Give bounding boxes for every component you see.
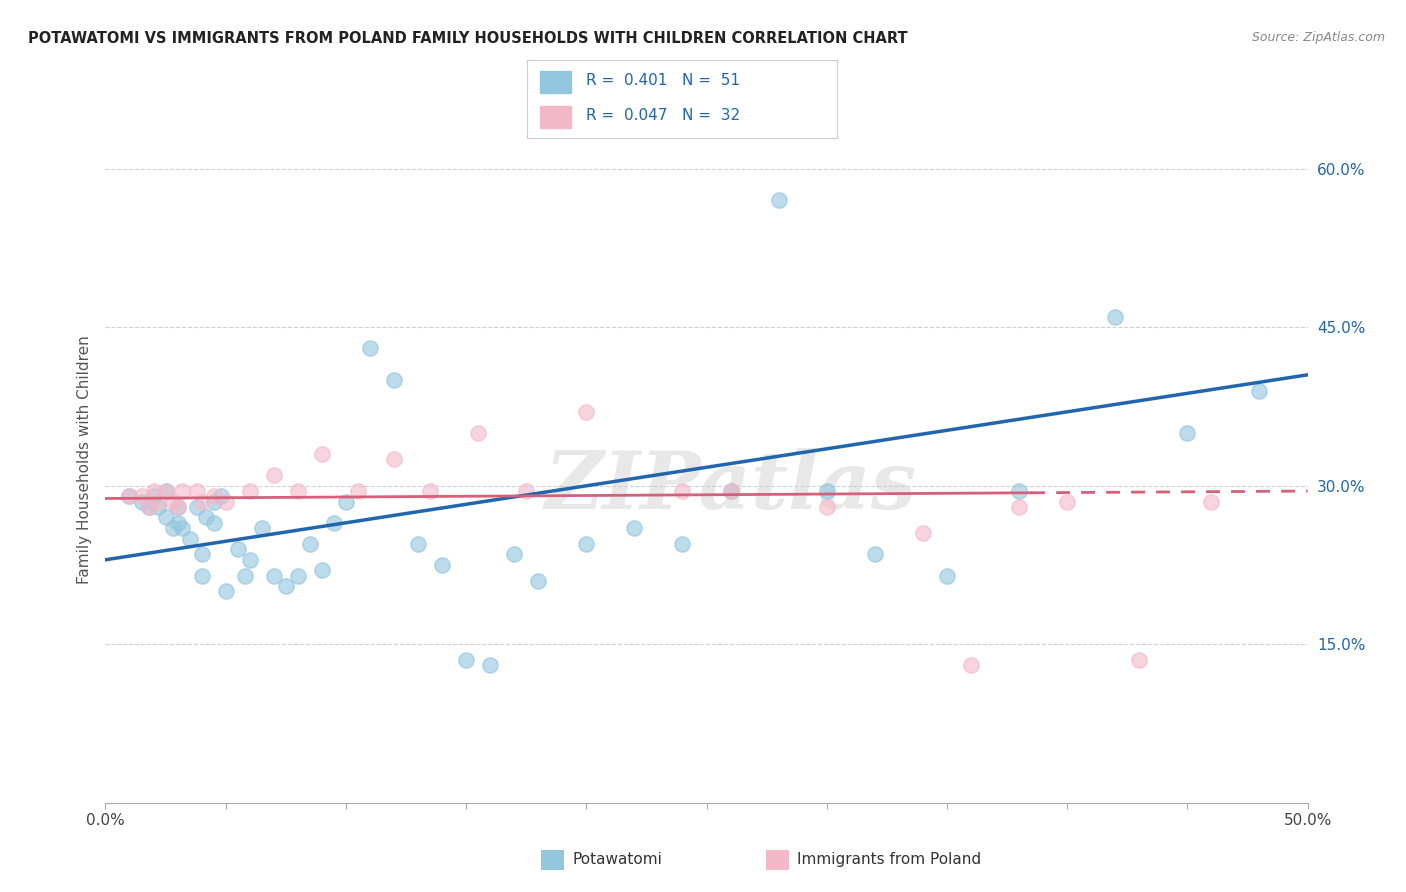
Point xyxy=(467,425,489,440)
Point xyxy=(527,574,550,588)
Point xyxy=(1104,310,1126,324)
Point xyxy=(190,548,212,562)
Point xyxy=(960,658,983,673)
Point xyxy=(515,484,537,499)
Point xyxy=(155,510,177,524)
Point xyxy=(575,537,598,551)
Text: Source: ZipAtlas.com: Source: ZipAtlas.com xyxy=(1251,31,1385,45)
Point xyxy=(1175,425,1198,440)
Point xyxy=(311,447,333,461)
Point xyxy=(118,489,141,503)
Text: Immigrants from Poland: Immigrants from Poland xyxy=(797,853,981,867)
Point xyxy=(430,558,453,572)
Y-axis label: Family Households with Children: Family Households with Children xyxy=(76,335,91,583)
Point xyxy=(1056,494,1078,508)
Point xyxy=(382,452,405,467)
Point xyxy=(287,484,309,499)
Point xyxy=(454,653,477,667)
Point xyxy=(226,542,249,557)
FancyBboxPatch shape xyxy=(540,70,571,93)
Point xyxy=(166,500,188,514)
Point xyxy=(250,521,273,535)
Point xyxy=(911,526,934,541)
Point xyxy=(322,516,344,530)
Point xyxy=(720,484,742,499)
Point xyxy=(815,484,838,499)
Point xyxy=(155,484,177,499)
Point xyxy=(671,537,693,551)
Point xyxy=(815,500,838,514)
Point xyxy=(186,484,208,499)
Point xyxy=(148,494,170,508)
Point xyxy=(239,484,262,499)
Point xyxy=(202,489,225,503)
Point xyxy=(1201,494,1223,508)
Text: ZIPatlas: ZIPatlas xyxy=(544,448,917,525)
Point xyxy=(138,500,160,514)
Text: POTAWATOMI VS IMMIGRANTS FROM POLAND FAMILY HOUSEHOLDS WITH CHILDREN CORRELATION: POTAWATOMI VS IMMIGRANTS FROM POLAND FAM… xyxy=(28,31,908,46)
Text: Potawatomi: Potawatomi xyxy=(572,853,662,867)
Point xyxy=(155,484,177,499)
Point xyxy=(131,494,153,508)
Point xyxy=(575,405,598,419)
Point xyxy=(239,553,262,567)
Point xyxy=(214,584,236,599)
Point xyxy=(1249,384,1271,398)
Point xyxy=(1128,653,1150,667)
Point xyxy=(335,494,357,508)
Point xyxy=(179,532,201,546)
Point xyxy=(311,563,333,577)
Point xyxy=(720,484,742,499)
Point xyxy=(190,494,212,508)
Point xyxy=(131,489,153,503)
Point xyxy=(166,516,188,530)
Point xyxy=(202,516,225,530)
Point xyxy=(263,468,285,483)
Point xyxy=(148,500,170,514)
Point xyxy=(503,548,526,562)
Point xyxy=(190,568,212,582)
Point xyxy=(202,494,225,508)
Point xyxy=(209,489,232,503)
Point xyxy=(768,194,790,208)
Point xyxy=(233,568,256,582)
Point xyxy=(195,510,218,524)
Point xyxy=(172,484,194,499)
Point xyxy=(162,521,184,535)
Point xyxy=(172,521,194,535)
Point xyxy=(936,568,959,582)
Point xyxy=(382,373,405,387)
Point xyxy=(1008,500,1031,514)
Text: R =  0.047   N =  32: R = 0.047 N = 32 xyxy=(586,109,740,123)
Point xyxy=(186,500,208,514)
Point xyxy=(347,484,370,499)
Point xyxy=(214,494,236,508)
Point xyxy=(274,579,297,593)
Point xyxy=(263,568,285,582)
FancyBboxPatch shape xyxy=(540,106,571,128)
Point xyxy=(863,548,886,562)
Point xyxy=(359,342,381,356)
Point xyxy=(298,537,321,551)
Point xyxy=(623,521,645,535)
Point xyxy=(138,500,160,514)
Point xyxy=(1008,484,1031,499)
Point xyxy=(287,568,309,582)
Text: R =  0.401   N =  51: R = 0.401 N = 51 xyxy=(586,73,740,88)
Point xyxy=(166,500,188,514)
Point xyxy=(406,537,429,551)
Point xyxy=(479,658,502,673)
Point xyxy=(419,484,441,499)
Point xyxy=(142,484,165,499)
Point xyxy=(118,489,141,503)
Point xyxy=(142,489,165,503)
Point xyxy=(162,494,184,508)
Point xyxy=(671,484,693,499)
